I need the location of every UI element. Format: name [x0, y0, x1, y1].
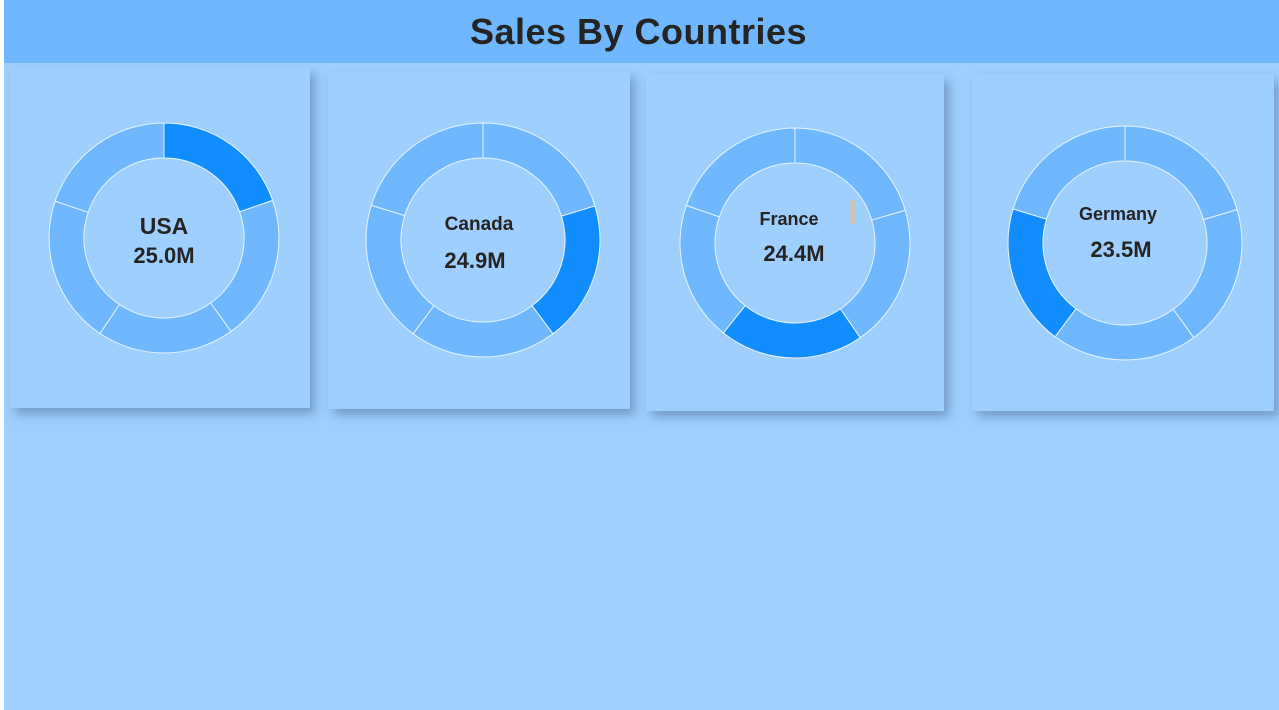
- germany-segment-2[interactable]: [1172, 209, 1243, 339]
- germany-segment-4[interactable]: [1007, 208, 1077, 338]
- usa-segment-5[interactable]: [54, 122, 165, 213]
- country-label: Canada: [445, 214, 514, 235]
- sales-value-label: 24.9M: [444, 248, 505, 273]
- france-donut-chart[interactable]: France 24.4M: [646, 74, 944, 411]
- germany-card[interactable]: Germany 23.5M: [972, 74, 1274, 411]
- sales-value-label: 25.0M: [133, 243, 194, 268]
- dashboard-page: Sales By Countries USA 25.0M Canada 24.9M …: [4, 0, 1279, 710]
- germany-segment-3[interactable]: [1054, 308, 1195, 361]
- canada-segment-5[interactable]: [370, 122, 484, 217]
- page-title: Sales By Countries: [469, 10, 808, 52]
- sales-value-label: 23.5M: [1090, 237, 1151, 262]
- country-label: Germany: [1079, 204, 1157, 224]
- canada-segment-3[interactable]: [412, 305, 554, 358]
- germany-donut-chart[interactable]: Germany 23.5M: [972, 74, 1274, 411]
- selection-indicator: [850, 200, 856, 224]
- canada-donut-chart[interactable]: Canada 24.9M: [328, 71, 630, 409]
- country-label: USA: [140, 213, 189, 239]
- usa-card[interactable]: USA 25.0M: [10, 67, 310, 408]
- usa-segment-1[interactable]: [163, 122, 274, 213]
- usa-segment-4[interactable]: [48, 200, 121, 335]
- canada-segment-4[interactable]: [365, 204, 435, 335]
- usa-donut-chart[interactable]: USA 25.0M: [10, 67, 310, 408]
- usa-segment-2[interactable]: [209, 199, 280, 333]
- france-segment-2[interactable]: [839, 209, 911, 339]
- usa-segment-3[interactable]: [99, 302, 232, 354]
- france-segment-5[interactable]: [685, 127, 796, 218]
- sales-value-label: 24.4M: [763, 241, 824, 266]
- canada-card[interactable]: Canada 24.9M: [328, 71, 630, 409]
- header-bar: Sales By Countries: [4, 0, 1279, 63]
- france-segment-4[interactable]: [679, 204, 746, 334]
- country-label: France: [759, 209, 818, 229]
- france-card[interactable]: France 24.4M: [646, 74, 944, 411]
- canada-segment-1[interactable]: [482, 122, 596, 217]
- france-segment-3[interactable]: [722, 304, 861, 359]
- canada-segment-2[interactable]: [531, 205, 601, 335]
- germany-segment-5[interactable]: [1012, 125, 1126, 220]
